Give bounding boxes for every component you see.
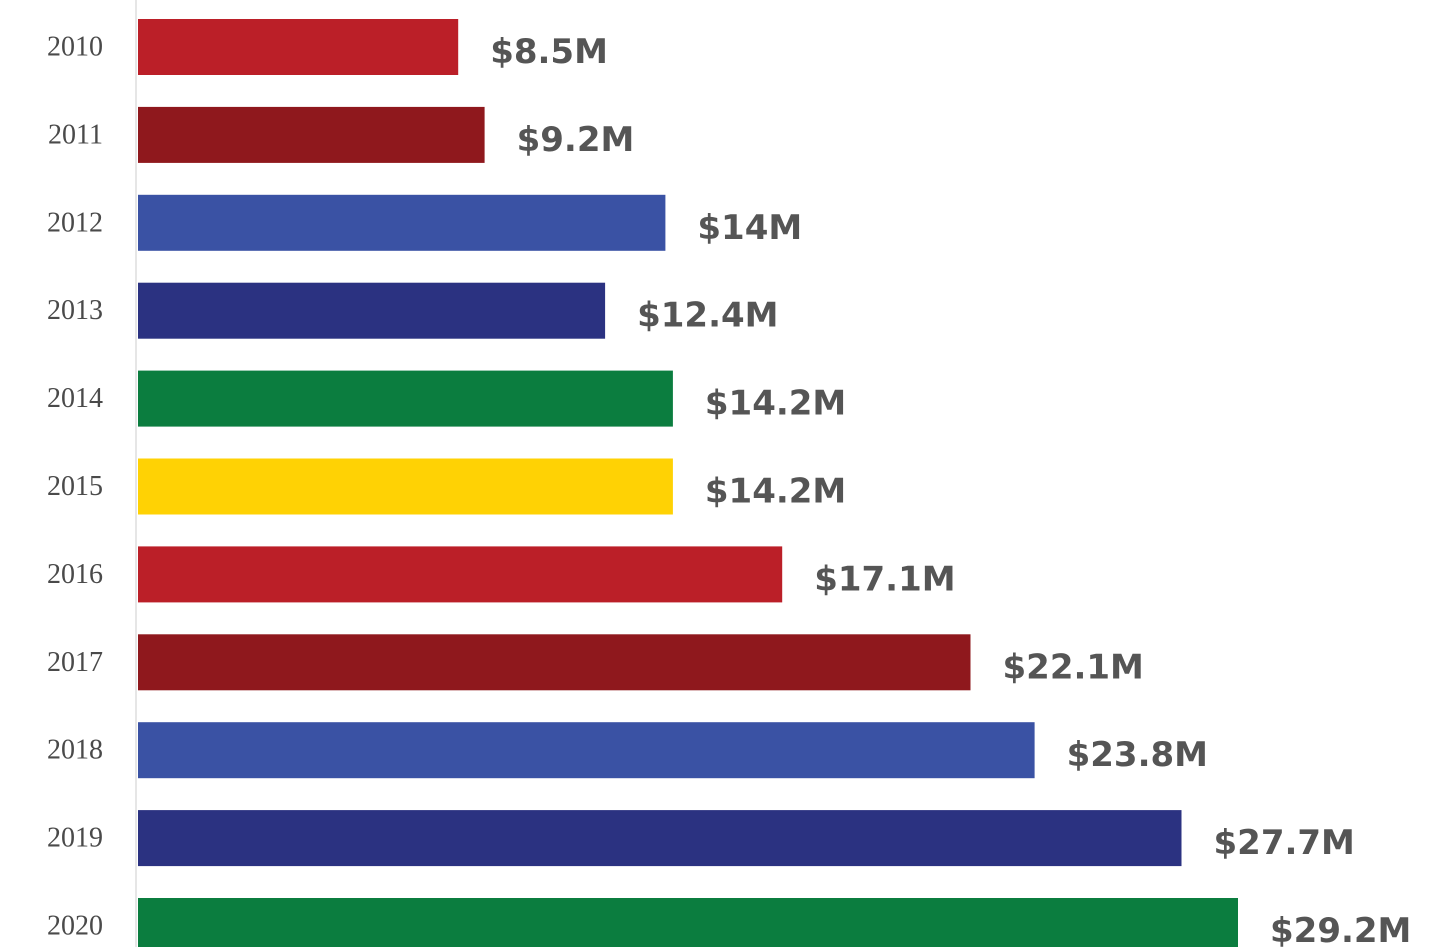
value-label-2016: $17.1M: [814, 559, 955, 599]
value-label-2012: $14M: [697, 208, 802, 248]
value-label-2017: $22.1M: [1003, 647, 1144, 687]
year-label-2014: 2014: [47, 383, 103, 414]
year-label-2012: 2012: [47, 207, 103, 238]
bars-group: [138, 19, 1238, 947]
bar-2017: [138, 634, 971, 691]
bar-2013: [138, 282, 606, 339]
year-label-2017: 2017: [47, 647, 103, 678]
year-label-2011: 2011: [48, 119, 103, 150]
value-label-2010: $8.5M: [490, 32, 608, 72]
value-label-2011: $9.2M: [517, 120, 635, 160]
year-labels-group: 2010 2011 2012 2013 2014 2015 2016 2017 2018 2019…: [47, 32, 103, 942]
bar-2019: [138, 810, 1182, 867]
value-label-2014: $14.2M: [705, 384, 846, 424]
value-label-2019: $27.7M: [1214, 823, 1355, 863]
value-label-2015: $14.2M: [705, 472, 846, 512]
bar-2012: [138, 194, 666, 251]
bar-2014: [138, 370, 673, 427]
year-label-2016: 2016: [47, 559, 103, 590]
bar-2011: [138, 106, 485, 163]
value-labels-group: $8.5M $9.2M $14M $12.4M $14.2M $14.2M $17.1M $2…: [490, 32, 1411, 947]
bar-2015: [138, 458, 673, 515]
bar-2020: [138, 898, 1238, 947]
year-label-2018: 2018: [47, 735, 103, 766]
bar-2010: [138, 19, 459, 75]
year-label-2019: 2019: [47, 823, 103, 854]
year-label-2013: 2013: [47, 295, 103, 326]
value-label-2018: $23.8M: [1067, 735, 1208, 775]
bar-2016: [138, 546, 783, 603]
value-label-2020: $29.2M: [1270, 911, 1411, 947]
bar-2018: [138, 722, 1035, 779]
year-label-2015: 2015: [47, 471, 103, 502]
year-label-2020: 2020: [47, 911, 103, 942]
year-label-2010: 2010: [47, 32, 103, 63]
value-label-2013: $12.4M: [637, 296, 778, 336]
